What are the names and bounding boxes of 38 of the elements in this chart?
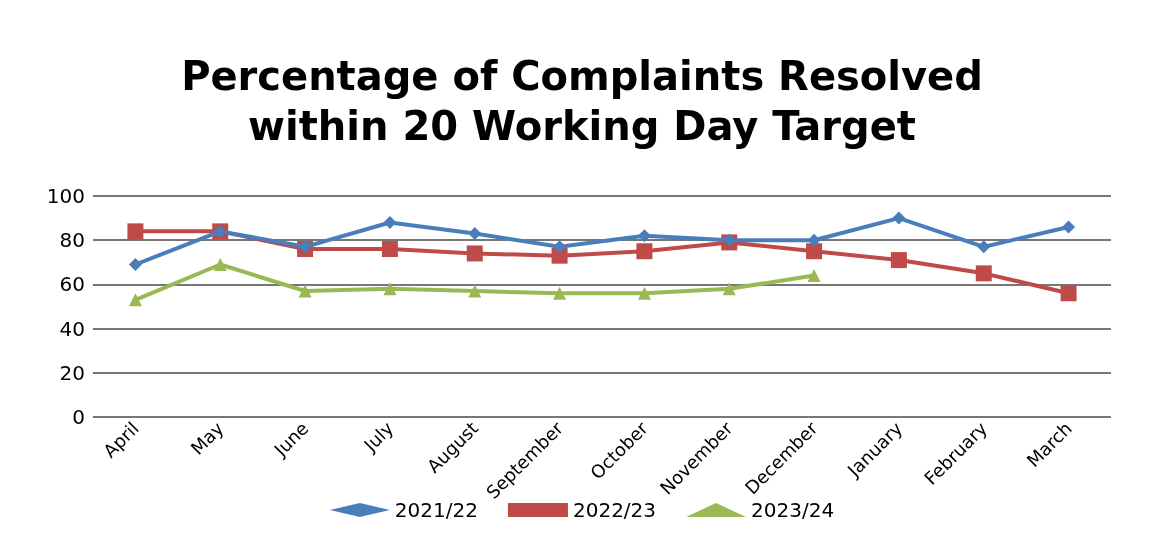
point	[553, 286, 567, 300]
y-tick-label: 80	[59, 228, 85, 253]
point	[128, 293, 142, 307]
point	[553, 240, 567, 254]
y-tick-label: 100	[46, 184, 85, 208]
point	[637, 286, 651, 300]
y-tick-label: 20	[59, 360, 85, 385]
point	[213, 258, 227, 272]
point	[892, 211, 906, 225]
legend-label: 2021/22	[394, 498, 478, 522]
point	[722, 282, 736, 296]
point	[383, 282, 397, 296]
point	[890, 252, 907, 269]
point	[807, 233, 821, 247]
point	[381, 241, 398, 258]
point	[806, 243, 823, 260]
point	[977, 240, 991, 254]
y-tick-label: 40	[59, 316, 85, 341]
legend-label: 2022/23	[572, 498, 657, 522]
y-tick-label: 0	[72, 405, 85, 429]
point	[127, 223, 144, 240]
point	[722, 233, 736, 247]
point	[383, 216, 397, 230]
chart-title: Percentage of Complaints Resolved within 20 Working Day Target	[181, 53, 983, 149]
point	[1060, 285, 1077, 302]
point	[807, 269, 821, 283]
point	[128, 258, 142, 272]
point	[466, 245, 483, 262]
y-tick-label: 60	[59, 272, 85, 297]
point	[298, 240, 312, 254]
point	[637, 229, 651, 243]
point	[298, 284, 312, 298]
point	[468, 284, 482, 298]
point	[1062, 220, 1076, 234]
point	[636, 243, 653, 260]
legend-label: 2023/24	[751, 498, 835, 522]
point	[468, 227, 482, 241]
point	[975, 265, 992, 282]
